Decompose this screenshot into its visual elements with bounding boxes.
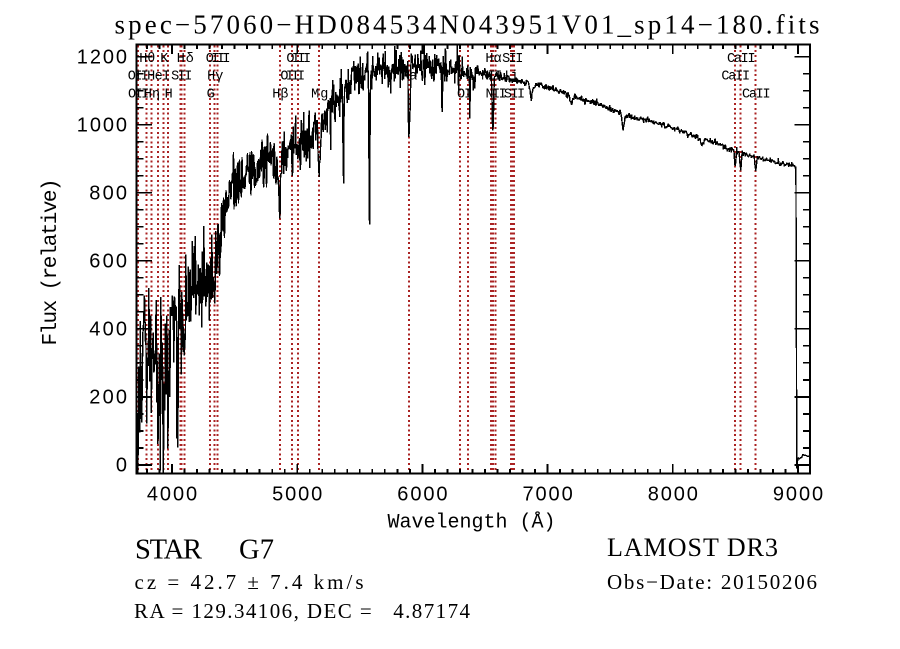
svg-text:Hα: Hα — [485, 52, 501, 67]
svg-text:SII: SII — [171, 70, 191, 85]
svg-text:9000: 9000 — [773, 484, 823, 506]
svg-text:OI: OI — [457, 87, 471, 102]
svg-text:Li: Li — [505, 70, 519, 85]
svg-text:OIII: OIII — [206, 52, 230, 67]
svg-text:G: G — [207, 87, 215, 102]
svg-text:Hβ: Hβ — [272, 87, 288, 102]
svg-text:1000: 1000 — [77, 114, 127, 136]
svg-text:7000: 7000 — [523, 484, 573, 506]
svg-text:SII: SII — [504, 87, 524, 102]
svg-text:8000: 8000 — [648, 484, 698, 506]
svg-text:CaII: CaII — [721, 70, 749, 85]
svg-text:NII: NII — [486, 87, 506, 102]
svg-text:CaII: CaII — [727, 52, 755, 67]
svg-text:Hδ: Hδ — [177, 52, 194, 67]
svg-text:6000: 6000 — [397, 484, 447, 506]
svg-text:K: K — [160, 52, 169, 67]
svg-text:Mg: Mg — [311, 87, 327, 102]
svg-text:200: 200 — [89, 387, 127, 409]
svg-text:OIII: OIII — [286, 52, 310, 67]
svg-text:OIII: OIII — [280, 70, 304, 85]
svg-text:Flux (relative): Flux (relative) — [40, 179, 63, 346]
svg-text:RA = 129.34106, DEC = 4.8717: RA = 129.34106, DEC = 4.87174 — [134, 599, 471, 623]
svg-text:Obs−Date: 20150206: Obs−Date: 20150206 — [607, 570, 817, 594]
svg-text:Hγ: Hγ — [207, 70, 223, 85]
svg-text:spec−57060−HD084534N043951V01_: spec−57060−HD084534N043951V01_sp14−180.f… — [115, 10, 820, 40]
svg-text:OII: OII — [128, 70, 148, 85]
svg-text:Na: Na — [402, 70, 417, 85]
svg-text:G7: G7 — [239, 535, 274, 566]
svg-text:NII: NII — [481, 70, 501, 85]
svg-text:LAMOST DR3: LAMOST DR3 — [607, 533, 778, 562]
svg-text:400: 400 — [89, 319, 127, 341]
svg-text:SII: SII — [502, 52, 522, 67]
svg-text:600: 600 — [89, 251, 127, 273]
svg-text:OII: OII — [128, 87, 148, 102]
svg-text:cz = 42.7 ± 7.4 km/s: cz = 42.7 ± 7.4 km/s — [135, 570, 364, 594]
svg-text:H: H — [165, 87, 173, 102]
svg-text:HeI: HeI — [147, 70, 169, 85]
svg-text:Hθ: Hθ — [139, 52, 155, 67]
svg-text:Hη: Hη — [144, 87, 159, 102]
svg-text:STAR: STAR — [135, 535, 202, 566]
svg-text:Wavelength (Å): Wavelength (Å) — [388, 512, 556, 535]
svg-text:CaII: CaII — [742, 87, 770, 102]
svg-text:800: 800 — [89, 183, 127, 205]
svg-text:1200: 1200 — [77, 46, 127, 68]
svg-text:4000: 4000 — [147, 484, 197, 506]
svg-text:5000: 5000 — [272, 484, 322, 506]
svg-text:0: 0 — [116, 455, 127, 477]
